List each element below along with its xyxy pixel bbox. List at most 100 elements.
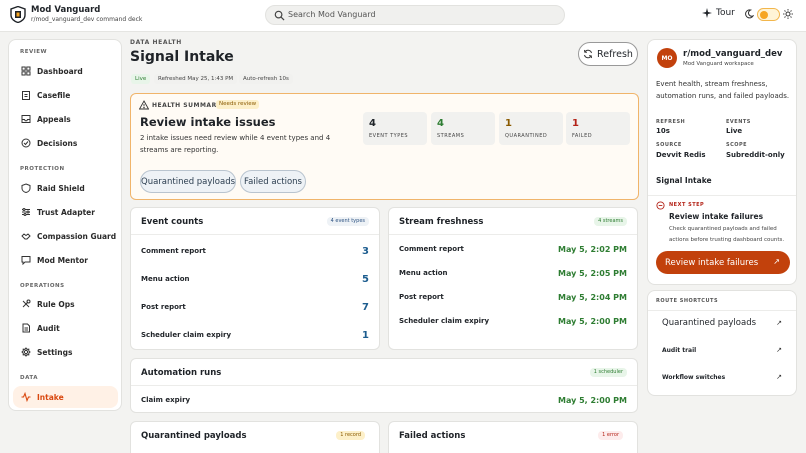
quarantined-payloads-card: Quarantined payloads 1 record bbox=[130, 421, 380, 453]
row-name: Comment report bbox=[399, 245, 464, 253]
next-step-label: NEXT STEP bbox=[669, 202, 705, 208]
stat-label: FAILED bbox=[572, 133, 593, 139]
row-name: Menu action bbox=[141, 275, 190, 283]
table-row: Post report 7 bbox=[141, 300, 369, 314]
events-label: EVENTS bbox=[726, 119, 751, 125]
sidebar-item-audit[interactable]: Audit bbox=[13, 317, 118, 339]
table-row: Comment report May 5, 2:02 PM bbox=[399, 242, 627, 256]
toggle-knob bbox=[760, 11, 768, 19]
error-badge: 1 error bbox=[598, 431, 623, 440]
scope-label: SCOPE bbox=[726, 142, 748, 148]
table-row: Menu action May 5, 2:05 PM bbox=[399, 266, 627, 280]
row-name: Menu action bbox=[399, 269, 448, 277]
sun-icon[interactable] bbox=[783, 9, 793, 19]
sidebar-item-label: Decisions bbox=[37, 138, 78, 148]
shortcut-quarantined-payloads[interactable]: Quarantined payloads ↗ bbox=[662, 318, 782, 328]
stat-failed: 1 FAILED bbox=[566, 112, 630, 145]
sidebar-item-intake[interactable]: Intake bbox=[13, 386, 118, 408]
gear-icon bbox=[21, 347, 31, 357]
workspace-panel: MO r/mod_vanguard_dev Mod Vanguard works… bbox=[647, 39, 797, 285]
sidebar-item-label: Mod Mentor bbox=[37, 255, 88, 265]
row-value: May 5, 2:00 PM bbox=[557, 395, 627, 405]
card-title: Failed actions bbox=[399, 431, 466, 441]
card-title: Automation runs bbox=[141, 368, 222, 378]
search-input[interactable]: Search Mod Vanguard bbox=[265, 5, 565, 25]
moon-icon[interactable] bbox=[744, 9, 754, 19]
tour-button[interactable]: Tour bbox=[702, 8, 735, 18]
search-placeholder: Search Mod Vanguard bbox=[288, 10, 376, 19]
review-intake-failures-button[interactable]: Review intake failures ↗ bbox=[656, 251, 790, 274]
workspace-name: r/mod_vanguard_dev bbox=[683, 49, 783, 59]
needs-review-badge: Needs review bbox=[216, 100, 260, 109]
sidebar-item-trust-adapter[interactable]: Trust Adapter bbox=[13, 201, 118, 223]
sidebar-item-label: Intake bbox=[37, 392, 64, 402]
section-review: REVIEW bbox=[20, 49, 48, 55]
sidebar-item-mod-mentor[interactable]: Mod Mentor bbox=[13, 249, 118, 271]
tour-label: Tour bbox=[716, 8, 735, 18]
sidebar-item-decisions[interactable]: Decisions bbox=[13, 132, 118, 154]
events-value: Live bbox=[726, 127, 743, 135]
table-row: Scheduler claim expiry 1 bbox=[141, 328, 369, 342]
handshake-icon bbox=[21, 233, 31, 240]
breadcrumb: DATA HEALTH bbox=[130, 39, 182, 46]
shield-icon bbox=[21, 183, 31, 193]
shortcut-audit-trail[interactable]: Audit trail ↗ bbox=[662, 346, 782, 354]
shortcut-label: Quarantined payloads bbox=[662, 318, 757, 328]
divider bbox=[131, 385, 637, 386]
row-value: May 5, 2:00 PM bbox=[557, 316, 627, 326]
shortcut-label: Audit trail bbox=[662, 346, 697, 354]
table-row: Claim expiry May 5, 2:00 PM bbox=[141, 393, 627, 407]
route-shortcuts-label: ROUTE SHORTCUTS bbox=[656, 298, 719, 304]
sidebar-item-settings[interactable]: Settings bbox=[13, 341, 118, 363]
row-name: Comment report bbox=[141, 247, 206, 255]
failed-actions-button[interactable]: Failed actions bbox=[240, 170, 306, 193]
sidebar-item-rule-ops[interactable]: Rule Ops bbox=[13, 293, 118, 315]
table-row: Comment report 3 bbox=[141, 244, 369, 258]
card-title: Quarantined payloads bbox=[141, 431, 247, 441]
table-row: Post report May 5, 2:04 PM bbox=[399, 290, 627, 304]
sidebar-item-label: Appeals bbox=[37, 114, 71, 124]
sidebar-item-label: Settings bbox=[37, 347, 73, 357]
workspace-description: Event health, stream freshness, automati… bbox=[656, 80, 790, 100]
cta-label: Review intake failures bbox=[665, 257, 759, 268]
refresh-button[interactable]: Refresh bbox=[578, 42, 638, 66]
scope-value: Subreddit-only bbox=[726, 151, 785, 159]
document-icon bbox=[22, 323, 30, 333]
sidebar-item-label: Audit bbox=[37, 323, 60, 333]
chat-icon bbox=[21, 256, 31, 265]
table-row: Scheduler claim expiry May 5, 2:00 PM bbox=[399, 314, 627, 328]
refresh-label: Refresh bbox=[597, 48, 633, 60]
stat-label: STREAMS bbox=[437, 133, 465, 139]
section-protection: PROTECTION bbox=[20, 166, 65, 172]
active-page-name: Signal Intake bbox=[656, 176, 712, 185]
health-description: 2 intake issues need review while 4 even… bbox=[140, 134, 331, 154]
theme-toggle[interactable] bbox=[757, 8, 780, 21]
automation-runs-card: Automation runs 1 scheduler Claim expiry… bbox=[130, 358, 638, 413]
record-badge: 1 record bbox=[336, 431, 365, 440]
inbox-icon bbox=[21, 115, 31, 123]
row-value: 7 bbox=[362, 301, 369, 313]
sidebar-item-dashboard[interactable]: Dashboard bbox=[13, 60, 118, 82]
row-value: May 5, 2:05 PM bbox=[557, 268, 627, 278]
clipboard-icon bbox=[22, 91, 30, 100]
sidebar-item-label: Raid Shield bbox=[37, 183, 85, 193]
alert-circle-icon bbox=[656, 201, 665, 210]
sidebar-item-appeals[interactable]: Appeals bbox=[13, 108, 118, 130]
row-value: 5 bbox=[362, 273, 369, 285]
sidebar-item-raid-shield[interactable]: Raid Shield bbox=[13, 177, 118, 199]
quarantined-payloads-button[interactable]: Quarantined payloads bbox=[140, 170, 236, 193]
shield-logo-icon[interactable] bbox=[10, 6, 26, 23]
auto-refresh-badge: Auto-refresh 10s bbox=[239, 74, 293, 84]
sidebar-item-compassion-guard[interactable]: Compassion Guard bbox=[13, 225, 118, 247]
warning-icon bbox=[139, 100, 149, 110]
app-subtitle: r/mod_vanguard_dev command deck bbox=[31, 16, 143, 23]
shortcut-workflow-switches[interactable]: Workflow switches ↗ bbox=[662, 373, 782, 381]
stat-value: 4 bbox=[437, 118, 444, 129]
failed-actions-card: Failed actions 1 error bbox=[388, 421, 638, 453]
row-name: Post report bbox=[141, 303, 186, 311]
divider bbox=[648, 195, 796, 196]
arrow-up-right-icon: ↗ bbox=[776, 319, 782, 327]
sidebar-item-label: Casefile bbox=[37, 90, 71, 100]
sidebar-item-casefile[interactable]: Casefile bbox=[13, 84, 118, 106]
stat-value: 4 bbox=[369, 118, 376, 129]
